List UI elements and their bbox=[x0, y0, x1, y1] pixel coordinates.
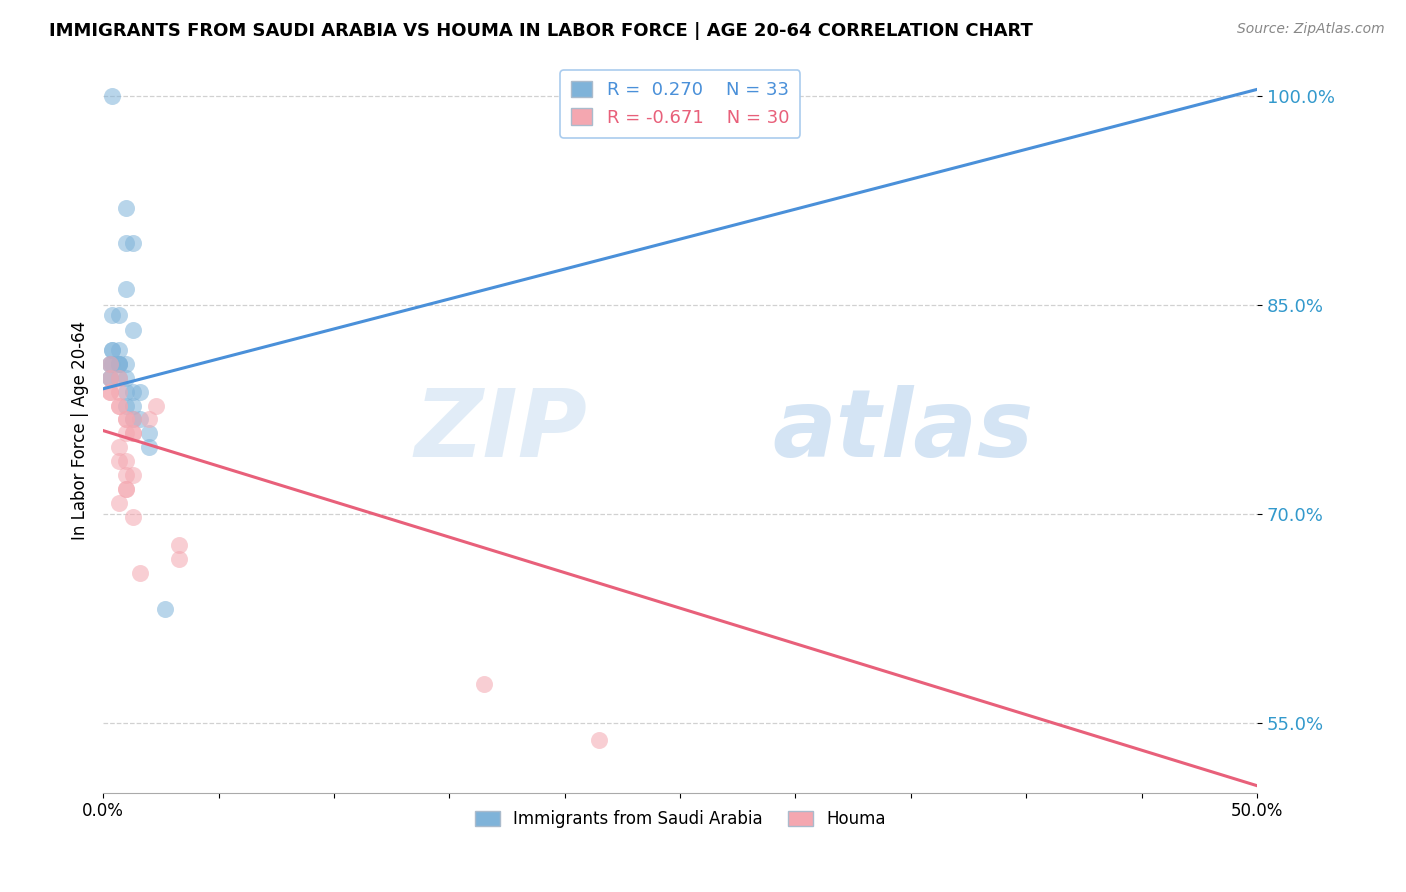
Point bbox=[108, 399, 131, 413]
Point bbox=[108, 370, 131, 384]
Point bbox=[122, 235, 145, 250]
Point bbox=[101, 357, 124, 371]
Point bbox=[588, 732, 610, 747]
Point bbox=[145, 399, 167, 413]
Point bbox=[115, 399, 138, 413]
Point bbox=[115, 482, 138, 496]
Point bbox=[122, 510, 145, 524]
Point bbox=[108, 357, 131, 371]
Point bbox=[101, 343, 124, 357]
Point bbox=[115, 384, 138, 399]
Point bbox=[472, 677, 495, 691]
Point bbox=[108, 496, 131, 510]
Point bbox=[98, 357, 121, 371]
Text: Source: ZipAtlas.com: Source: ZipAtlas.com bbox=[1237, 22, 1385, 37]
Point bbox=[122, 412, 145, 426]
Point bbox=[129, 384, 152, 399]
Point bbox=[115, 281, 138, 295]
Point bbox=[122, 468, 145, 483]
Point bbox=[98, 384, 121, 399]
Point bbox=[169, 538, 191, 552]
Point bbox=[138, 412, 160, 426]
Point bbox=[108, 357, 131, 371]
Point bbox=[115, 370, 138, 384]
Point bbox=[115, 482, 138, 496]
Point bbox=[115, 357, 138, 371]
Point bbox=[115, 412, 138, 426]
Point bbox=[115, 235, 138, 250]
Point bbox=[98, 370, 121, 384]
Point bbox=[169, 551, 191, 566]
Legend: Immigrants from Saudi Arabia, Houma: Immigrants from Saudi Arabia, Houma bbox=[468, 804, 893, 835]
Text: ZIP: ZIP bbox=[415, 384, 588, 476]
Point bbox=[108, 454, 131, 468]
Point bbox=[115, 454, 138, 468]
Point bbox=[122, 859, 145, 873]
Point bbox=[122, 323, 145, 337]
Point bbox=[101, 308, 124, 322]
Point bbox=[101, 89, 124, 103]
Point bbox=[122, 426, 145, 441]
Point bbox=[138, 426, 160, 441]
Point bbox=[122, 426, 145, 441]
Point bbox=[108, 357, 131, 371]
Point bbox=[101, 343, 124, 357]
Point bbox=[115, 426, 138, 441]
Point bbox=[98, 384, 121, 399]
Point bbox=[129, 566, 152, 580]
Point bbox=[98, 357, 121, 371]
Point bbox=[108, 308, 131, 322]
Point bbox=[98, 370, 121, 384]
Point bbox=[115, 412, 138, 426]
Text: atlas: atlas bbox=[772, 384, 1033, 476]
Point bbox=[122, 399, 145, 413]
Y-axis label: In Labor Force | Age 20-64: In Labor Force | Age 20-64 bbox=[72, 321, 89, 541]
Point bbox=[108, 370, 131, 384]
Point bbox=[108, 343, 131, 357]
Point bbox=[108, 399, 131, 413]
Point bbox=[122, 412, 145, 426]
Point bbox=[122, 384, 145, 399]
Point bbox=[115, 468, 138, 483]
Point bbox=[108, 440, 131, 454]
Point bbox=[129, 412, 152, 426]
Point bbox=[108, 384, 131, 399]
Point bbox=[155, 602, 177, 616]
Point bbox=[98, 370, 121, 384]
Point bbox=[138, 440, 160, 454]
Point bbox=[115, 201, 138, 215]
Point bbox=[98, 357, 121, 371]
Text: IMMIGRANTS FROM SAUDI ARABIA VS HOUMA IN LABOR FORCE | AGE 20-64 CORRELATION CHA: IMMIGRANTS FROM SAUDI ARABIA VS HOUMA IN… bbox=[49, 22, 1033, 40]
